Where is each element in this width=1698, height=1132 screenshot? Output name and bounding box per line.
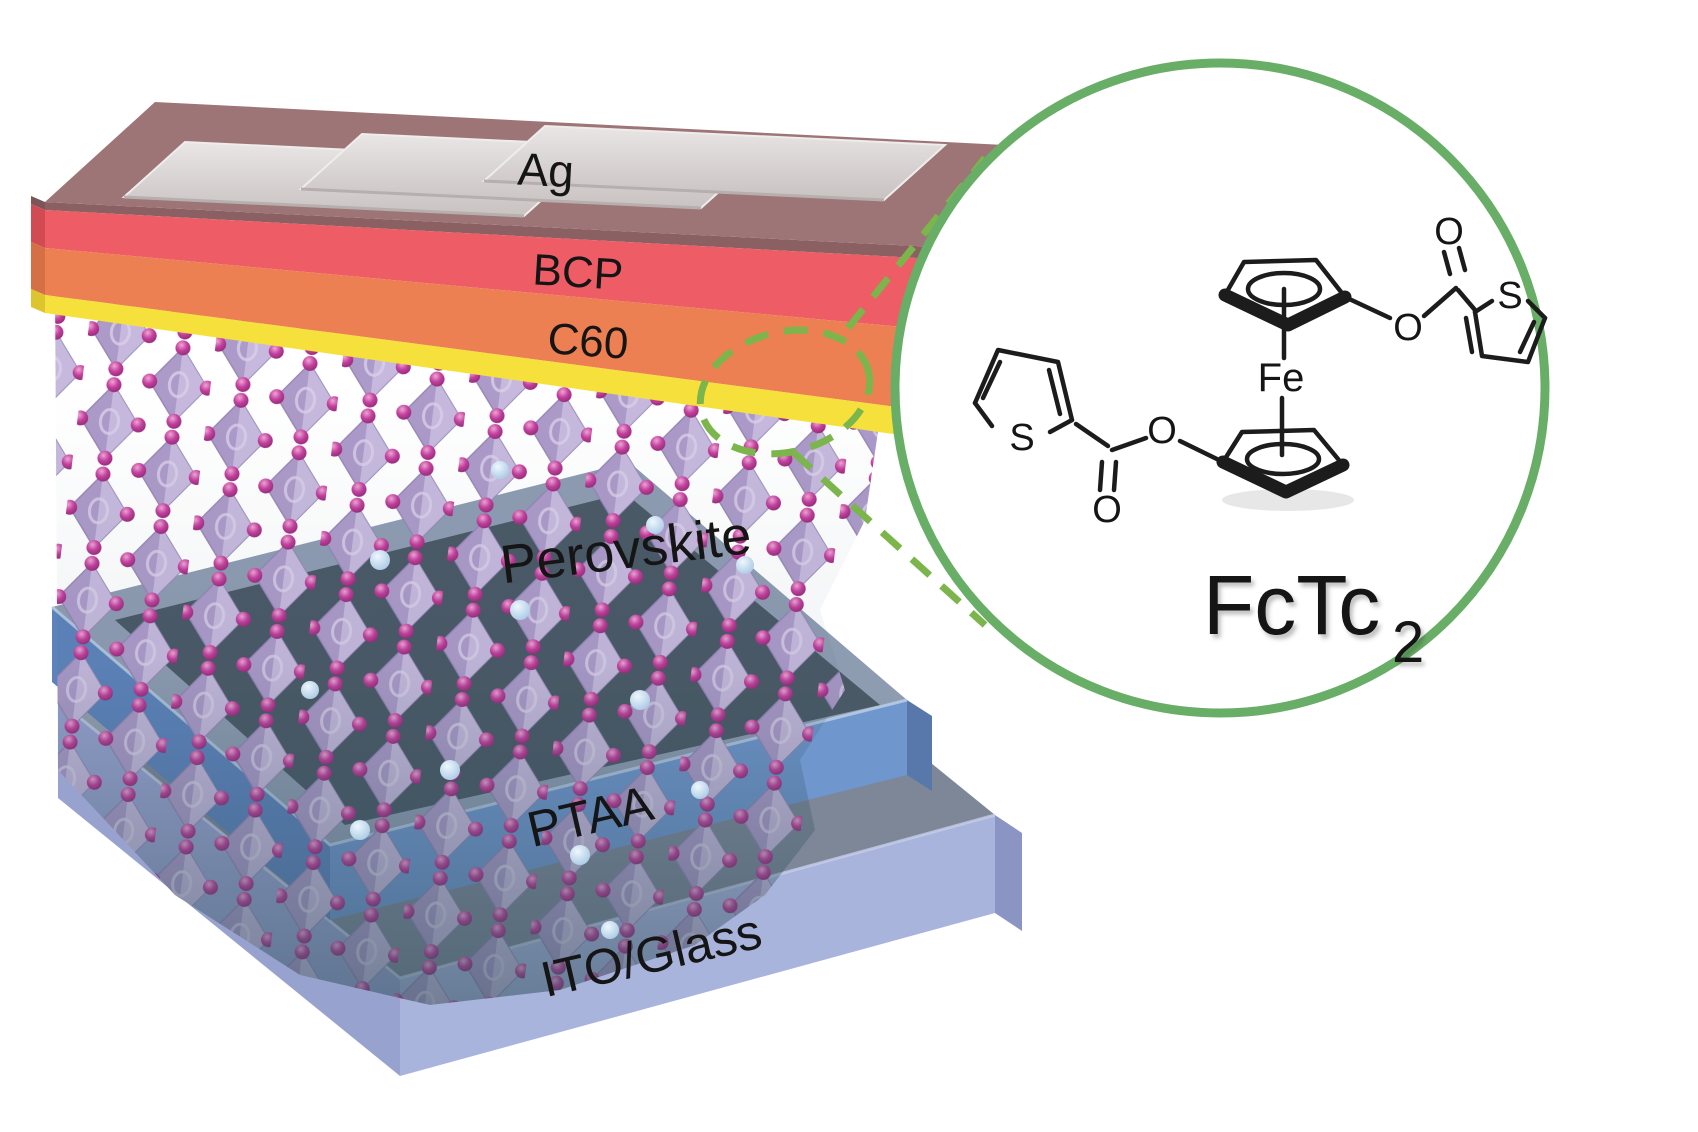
carbonyl-oxygen-label: O xyxy=(1092,489,1122,531)
sulfur-atom-label: S xyxy=(1497,275,1522,317)
perovskite-shadow-tint xyxy=(55,290,880,1005)
sulfur-atom-label: S xyxy=(1009,417,1034,459)
ester-oxygen-label: O xyxy=(1393,307,1423,349)
ag-left-sliver xyxy=(31,196,45,210)
left-thienoate-arm: O O S xyxy=(972,347,1226,531)
c60-label: C60 xyxy=(546,314,630,369)
top-electrode-slab xyxy=(31,102,1045,440)
ito-front-right-face xyxy=(400,815,995,1076)
silver-electrodes xyxy=(121,124,948,218)
ito-right-face xyxy=(995,815,1022,931)
highlight-dashed-ellipse xyxy=(696,326,874,458)
thiophene-ring-right: S xyxy=(1463,275,1548,365)
ag-front-rim xyxy=(45,202,935,259)
ag-label: Ag xyxy=(516,143,575,198)
molecule-callout-circle xyxy=(890,58,1550,718)
carbonyl-oxygen-label: O xyxy=(1434,211,1464,253)
right-thienoate-arm: O O S xyxy=(1342,211,1548,365)
bcp-label: BCP xyxy=(531,245,624,299)
bcp-left-sliver xyxy=(31,204,45,248)
c60-front-face xyxy=(45,248,935,412)
molecule-name-main: FcTc xyxy=(1203,558,1380,652)
fctc2-molecule: Fe O O S O xyxy=(972,211,1548,675)
molecule-name: FcTc 2 xyxy=(1203,558,1424,675)
ester-oxygen-label: O xyxy=(1147,410,1177,452)
thiophene-ring-left: S xyxy=(972,347,1075,459)
c60-left-sliver xyxy=(31,242,45,295)
perovskite-lattice xyxy=(55,290,880,1005)
bcp-front-face xyxy=(45,210,935,330)
interlayer-left-sliver xyxy=(31,289,45,313)
callout-line-lower xyxy=(790,449,988,628)
silver-bar-base-lines xyxy=(123,179,885,218)
ptaa-right-face xyxy=(907,700,932,791)
iron-atom-label: Fe xyxy=(1258,356,1305,400)
molecule-name-subscript: 2 xyxy=(1392,610,1424,675)
ion-spheres-blue xyxy=(301,461,754,939)
ring-shadow xyxy=(1222,489,1354,511)
fctc2-interlayer-front-face xyxy=(45,295,935,440)
